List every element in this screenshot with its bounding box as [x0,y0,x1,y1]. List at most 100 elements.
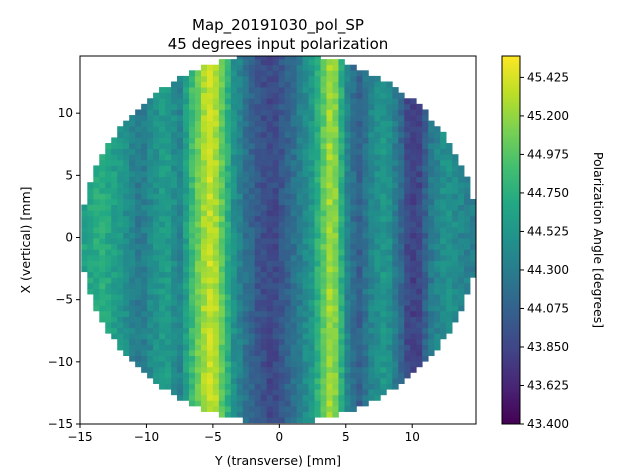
heatmap-cell [296,271,303,278]
heatmap-cell [338,355,345,362]
heatmap-cell [242,87,250,94]
heatmap-cell [416,221,423,228]
heatmap-cell [135,137,142,144]
heatmap-cell [242,366,250,373]
heatmap-cell [177,327,184,334]
heatmap-cell [242,238,250,245]
heatmap-cell [290,226,297,233]
heatmap-cell [212,260,220,267]
heatmap-cell [218,154,226,161]
heatmap-cell [422,260,429,267]
heatmap-cell [308,254,315,261]
heatmap-cell [171,221,178,228]
heatmap-cell [260,350,268,357]
heatmap-cell [242,171,250,177]
heatmap-cell [182,299,190,306]
heatmap-cell [326,70,333,77]
heatmap-cell [135,254,142,261]
heatmap-cell [440,171,447,177]
heatmap-cell [296,238,303,245]
heatmap-cell [224,232,232,239]
heatmap-cell [224,198,232,205]
heatmap-cell [350,148,357,155]
heatmap-cell [218,182,226,189]
heatmap-cell [452,171,459,177]
heatmap-cell [284,75,292,82]
heatmap-cell [356,266,363,273]
heatmap-cell [368,372,375,379]
heatmap-cell [159,193,166,200]
heatmap-cell [344,165,351,172]
heatmap-cell [129,165,136,172]
heatmap-cell [266,389,274,396]
heatmap-cell [194,70,202,77]
heatmap-cell [290,361,297,368]
heatmap-cell [380,316,387,323]
heatmap-cell [362,165,369,172]
heatmap-cell [290,249,297,256]
colorbar-tick-label: 44.975 [527,147,569,161]
heatmap-cell [284,271,292,278]
heatmap-cell [182,266,190,273]
heatmap-cell [350,204,357,211]
heatmap-cell [284,389,292,396]
heatmap-cell [434,294,441,301]
heatmap-cell [404,333,411,340]
heatmap-cell [200,361,208,368]
heatmap-cell [416,322,423,329]
heatmap-cell [99,299,106,306]
heatmap-cell [344,131,351,138]
heatmap-cell [278,389,286,396]
heatmap-cell [320,383,327,390]
heatmap-cell [105,277,112,284]
heatmap-cell [452,254,459,261]
heatmap-cell [446,260,453,267]
heatmap-cell [153,350,160,357]
heatmap-cell [165,322,172,329]
heatmap-cell [182,366,190,373]
heatmap-cell [141,305,148,312]
heatmap-cell [200,165,208,172]
heatmap-cell [284,310,292,317]
heatmap-cell [404,249,411,256]
heatmap-cell [374,383,381,390]
heatmap-cell [242,294,250,301]
heatmap-cell [123,232,130,239]
heatmap-cell [254,383,262,390]
heatmap-cell [182,143,190,150]
heatmap-cell [212,109,220,116]
heatmap-cell [428,182,435,189]
heatmap-cell [111,243,118,250]
heatmap-cell [278,154,286,161]
heatmap-cell [141,154,148,161]
heatmap-cell [344,288,351,295]
heatmap-cell [194,159,202,166]
heatmap-cell [230,372,238,379]
heatmap-cell [464,254,471,261]
heatmap-cell [242,288,250,295]
heatmap-cell [398,271,405,278]
heatmap-cell [350,232,357,239]
heatmap-cell [314,361,321,368]
heatmap-cell [272,238,280,245]
heatmap-cell [171,249,178,256]
heatmap-cell [266,193,274,200]
heatmap-cell [374,148,381,155]
heatmap-cell [290,159,297,166]
heatmap-cell [338,405,345,412]
heatmap-cell [308,288,315,295]
heatmap-cell [326,288,333,295]
heatmap-cell [141,294,148,301]
heatmap-cell [458,165,465,172]
heatmap-cell [278,383,286,390]
heatmap-cell [278,115,286,122]
heatmap-cell [362,271,369,278]
heatmap-cell [380,204,387,211]
heatmap-cell [153,98,160,105]
heatmap-cell [446,226,453,233]
heatmap-cell [129,115,136,122]
heatmap-cell [458,260,465,267]
heatmap-cell [386,327,393,334]
heatmap-cell [141,344,148,351]
heatmap-cell [159,98,166,105]
